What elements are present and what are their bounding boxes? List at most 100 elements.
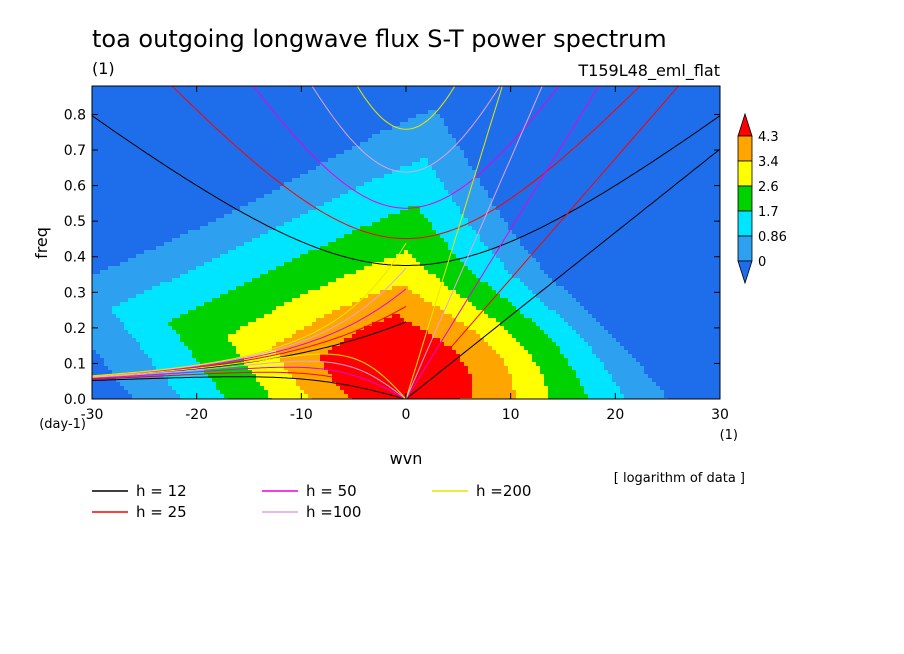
field-cell <box>604 362 641 367</box>
field-cell <box>260 234 345 239</box>
field-cell <box>492 202 720 207</box>
field-cell <box>292 374 333 379</box>
field-cell <box>592 314 720 319</box>
field-cell <box>328 370 469 375</box>
field-cell <box>556 282 720 287</box>
field-cell <box>428 110 437 115</box>
field-cell <box>476 170 720 175</box>
field-cell <box>232 342 277 347</box>
field-cell <box>204 366 249 371</box>
field-cell <box>176 330 237 335</box>
field-cell <box>92 294 137 299</box>
field-cell <box>92 134 373 139</box>
field-cell <box>624 346 720 351</box>
field-cell <box>300 174 385 179</box>
field-cell <box>336 278 441 283</box>
field-cell <box>372 322 413 327</box>
field-cell <box>348 190 449 195</box>
field-cell <box>92 186 281 191</box>
field-cell <box>572 366 605 371</box>
field-cell <box>92 394 133 399</box>
field-cell <box>168 378 213 383</box>
field-cell <box>516 306 549 311</box>
field-cell <box>92 126 393 131</box>
field-cell <box>352 334 433 339</box>
legend-label: h = 12 <box>136 482 187 500</box>
field-cell <box>92 182 285 187</box>
field-cell <box>472 270 509 275</box>
field-cell <box>472 374 513 379</box>
field-cell <box>444 186 485 191</box>
field-cell <box>276 350 329 355</box>
field-cell <box>384 174 437 179</box>
x-tick-label: -20 <box>185 407 208 423</box>
dispersion-curve <box>405 86 600 399</box>
field-cell <box>180 394 225 399</box>
field-cell <box>92 358 105 363</box>
field-cell <box>164 374 209 379</box>
field-cell <box>92 278 173 283</box>
field-cell <box>448 286 493 291</box>
field-cell <box>272 190 349 195</box>
field-cell <box>340 194 453 199</box>
field-cell <box>364 182 445 187</box>
field-cell <box>296 330 357 335</box>
field-cell <box>540 262 720 267</box>
field-cell <box>212 258 293 263</box>
field-cell <box>360 298 425 303</box>
field-cell <box>436 170 477 175</box>
field-cell <box>248 202 325 207</box>
field-cell <box>300 386 341 391</box>
legend-label: h = 50 <box>306 482 357 500</box>
field-cell <box>220 294 301 299</box>
field-cell <box>616 338 720 343</box>
field-cell <box>472 382 513 387</box>
field-cell <box>464 150 720 155</box>
field-cell <box>452 346 493 351</box>
field-cell <box>512 374 545 379</box>
field-cell <box>264 314 325 319</box>
field-cell <box>92 150 345 155</box>
field-cell <box>440 338 485 343</box>
field-cell <box>476 274 513 279</box>
field-cell <box>108 266 197 271</box>
field-cell <box>92 130 381 135</box>
field-cell <box>236 286 321 291</box>
chart-subtitle-right: T159L48_eml_flat <box>577 61 720 81</box>
field-cell <box>92 282 161 287</box>
field-cell <box>424 214 465 219</box>
field-cell <box>296 382 337 387</box>
field-cell <box>320 286 393 291</box>
field-cell <box>532 358 569 363</box>
field-cell <box>372 262 421 267</box>
field-cell <box>528 250 720 255</box>
field-cell <box>92 138 369 143</box>
dispersion-curve <box>92 115 720 266</box>
field-cell <box>608 330 720 335</box>
field-cell <box>484 338 517 343</box>
field-cell <box>584 338 617 343</box>
field-cell <box>504 358 533 363</box>
field-cell <box>560 350 593 355</box>
field-cell <box>536 362 569 367</box>
field-cell <box>292 258 385 263</box>
field-cell <box>508 330 545 335</box>
field-cell <box>368 294 421 299</box>
field-cell <box>216 382 261 387</box>
field-cell <box>564 318 597 323</box>
field-cell <box>256 378 297 383</box>
field-cell <box>92 326 125 331</box>
field-cell <box>544 330 577 335</box>
field-cell <box>92 170 309 175</box>
field-cell <box>264 386 301 391</box>
field-cell <box>180 314 265 319</box>
chart-title: toa outgoing longwave flux S-T power spe… <box>92 25 667 53</box>
field-cell <box>520 342 557 347</box>
field-cell <box>92 354 101 359</box>
field-cell <box>92 390 129 395</box>
y-tick-label: 0.2 <box>64 321 86 337</box>
field-cell <box>600 322 720 327</box>
legend: h = 12 h = 25 h = 50 h =100 h =200 <box>92 482 531 521</box>
field-cell <box>200 226 277 231</box>
